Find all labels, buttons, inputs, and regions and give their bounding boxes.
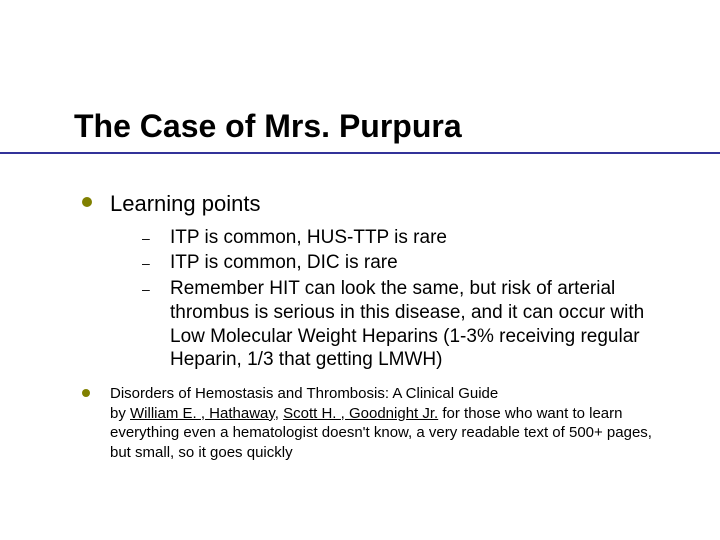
slide-title: The Case of Mrs. Purpura [74, 108, 462, 145]
slide-body: Learning points – ITP is common, HUS-TTP… [82, 190, 660, 462]
slide: The Case of Mrs. Purpura Learning points… [0, 0, 720, 540]
reference-sep: , [275, 405, 283, 422]
learning-item-text: ITP is common, HUS-TTP is rare [170, 226, 447, 250]
dash-icon: – [142, 255, 152, 271]
reference-title: Disorders of Hemostasis and Thrombosis: … [110, 385, 498, 402]
dash-icon: – [142, 281, 152, 297]
learning-heading: Learning points [110, 190, 260, 218]
reference-author: William E. , Hathaway [130, 405, 275, 422]
list-item: – ITP is common, HUS-TTP is rare [142, 226, 660, 250]
bullet-icon [82, 389, 90, 397]
learning-item-text: ITP is common, DIC is rare [170, 251, 398, 275]
bullet-learning-points: Learning points [82, 190, 660, 218]
learning-item-text: Remember HIT can look the same, but risk… [170, 277, 660, 372]
dash-icon: – [142, 230, 152, 246]
reference-text: Disorders of Hemostasis and Thrombosis: … [110, 384, 660, 462]
reference-author: Scott H. , Goodnight Jr. [283, 405, 438, 422]
reference-by: by [110, 405, 130, 422]
list-item: – Remember HIT can look the same, but ri… [142, 277, 660, 372]
bullet-reference: Disorders of Hemostasis and Thrombosis: … [82, 384, 660, 462]
list-item: – ITP is common, DIC is rare [142, 251, 660, 275]
learning-sublist: – ITP is common, HUS-TTP is rare – ITP i… [142, 226, 660, 373]
bullet-icon [82, 197, 92, 207]
title-underline [0, 152, 720, 154]
